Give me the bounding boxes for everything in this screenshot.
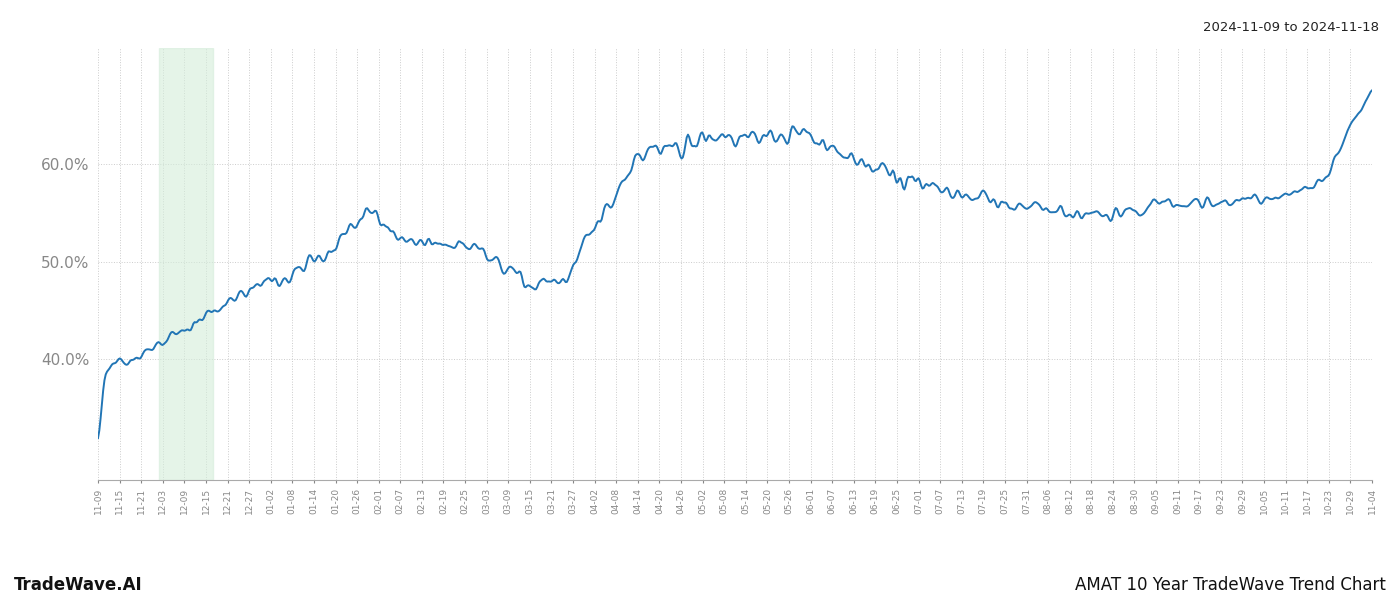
- Text: AMAT 10 Year TradeWave Trend Chart: AMAT 10 Year TradeWave Trend Chart: [1075, 576, 1386, 594]
- Text: TradeWave.AI: TradeWave.AI: [14, 576, 143, 594]
- Text: 2024-11-09 to 2024-11-18: 2024-11-09 to 2024-11-18: [1203, 21, 1379, 34]
- Bar: [158, 48, 213, 480]
